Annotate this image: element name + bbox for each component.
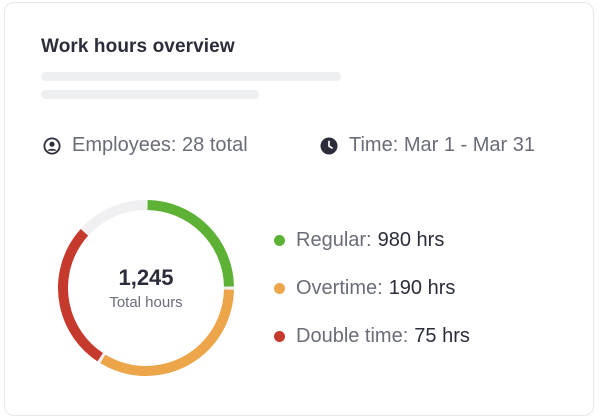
total-hours-label: Total hours <box>109 294 183 311</box>
donut-svg <box>58 200 234 376</box>
legend-separator: : <box>402 324 409 347</box>
employees-text: Employees: 28 total <box>72 134 248 156</box>
employees-summary: Employees: 28 total <box>43 134 248 157</box>
donut-segment-regular <box>58 200 234 376</box>
legend-item-regular: Regular: 980 hrs <box>270 225 470 255</box>
donut-segment-double-time <box>58 200 234 376</box>
legend-separator: : <box>377 276 383 299</box>
legend-name: Regular <box>296 228 367 251</box>
clock-icon <box>320 137 338 155</box>
legend-item-overtime: Overtime: 190 hrs <box>270 273 470 303</box>
legend-dot-regular <box>274 234 285 246</box>
legend-name: Double time <box>296 324 403 347</box>
work-hours-card: Work hours overview Employees: 28 total … <box>4 2 594 416</box>
legend-dot-overtime <box>274 282 285 294</box>
legend-name: Overtime <box>296 276 378 299</box>
time-range-summary: Time: Mar 1 - Mar 31 <box>320 134 535 157</box>
placeholder-line <box>41 72 341 81</box>
legend-value: 190 hrs <box>388 276 456 299</box>
legend-value: 980 hrs <box>377 228 445 251</box>
time-range-text: Time: Mar 1 - Mar 31 <box>349 134 535 156</box>
legend-separator: : <box>366 228 372 251</box>
total-hours-value: 1,245 <box>118 265 174 290</box>
user-circle-icon <box>43 137 61 155</box>
chart-legend: Regular: 980 hrs Overtime: 190 hrs Doubl… <box>270 225 470 369</box>
hours-donut-chart: 1,245 Total hours <box>53 195 239 381</box>
placeholder-line <box>41 90 259 99</box>
donut-center: 1,245 Total hours <box>53 195 239 381</box>
legend-item-double-time: Double time: 75 hrs <box>270 321 470 351</box>
legend-value: 75 hrs <box>414 324 470 347</box>
legend-dot-double-time <box>274 330 285 342</box>
card-title: Work hours overview <box>41 36 235 57</box>
